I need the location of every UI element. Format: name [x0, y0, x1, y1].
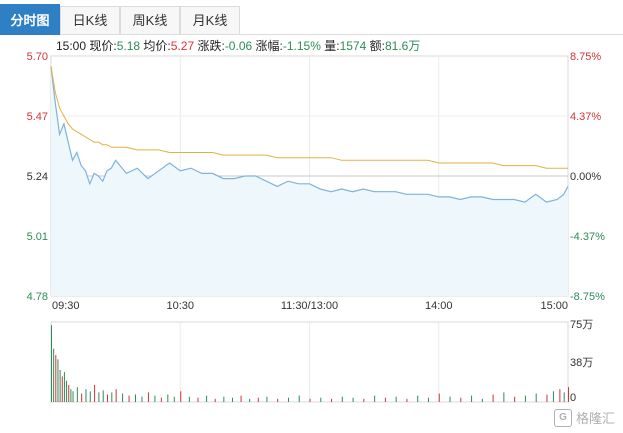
time-tick-label: 11:30/13:00: [281, 300, 338, 312]
pct-label: 涨幅:: [255, 39, 283, 53]
watermark: G 格隆汇: [553, 408, 615, 427]
change-label: 涨跌:: [197, 39, 225, 53]
price-value: 5.18: [116, 39, 141, 53]
tab-weekly-k[interactable]: 周K线: [120, 6, 180, 34]
price-tick-label: 4.78: [27, 291, 48, 303]
percent-tick-label: 0.00%: [570, 171, 601, 183]
time-tick-label: 10:30: [166, 300, 194, 312]
tab-monthly-k[interactable]: 月K线: [180, 6, 240, 34]
chart-tab-bar: 分时图 日K线 周K线 月K线: [0, 0, 623, 35]
price-tick-label: 5.01: [27, 231, 48, 243]
change-value: -0.06: [224, 39, 253, 53]
price-tick-label: 5.70: [27, 51, 48, 63]
volume-tick-label: 38万: [570, 357, 593, 369]
percent-tick-label: 8.75%: [570, 51, 601, 63]
watermark-logo-icon: G: [553, 408, 572, 427]
volume-label: 量:: [324, 39, 340, 53]
price-tick-label: 5.47: [27, 111, 48, 123]
quote-time: 15:00: [56, 39, 87, 53]
time-tick-label: 15:00: [540, 300, 568, 312]
price-area-fill: [51, 66, 568, 297]
volume-tick-label: 0: [570, 392, 576, 404]
quote-summary: 15:00 现价:5.18 均价:5.27 涨跌:-0.06 涨幅:-1.15%…: [56, 37, 420, 54]
time-tick-label: 09:30: [52, 300, 80, 312]
avg-value: 5.27: [170, 39, 195, 53]
watermark-text: 格隆汇: [575, 411, 615, 426]
average-price-line: [50, 66, 568, 169]
volume-value: 1574: [339, 39, 367, 53]
amount-value: 81.6万: [384, 39, 421, 53]
pct-value: -1.15%: [282, 39, 321, 53]
percent-tick-label: -8.75%: [570, 291, 605, 303]
avg-label: 均价:: [143, 39, 171, 53]
tab-intraday[interactable]: 分时图: [0, 4, 60, 35]
price-line: [50, 66, 569, 203]
volume-tick-label: 75万: [570, 319, 593, 331]
tab-daily-k[interactable]: 日K线: [60, 6, 120, 34]
price-tick-label: 5.24: [27, 171, 48, 183]
time-tick-label: 14:00: [425, 300, 453, 312]
amount-label: 额:: [369, 39, 385, 53]
percent-tick-label: -4.37%: [570, 231, 605, 243]
price-label: 现价:: [89, 39, 117, 53]
percent-tick-label: 4.37%: [570, 111, 601, 123]
